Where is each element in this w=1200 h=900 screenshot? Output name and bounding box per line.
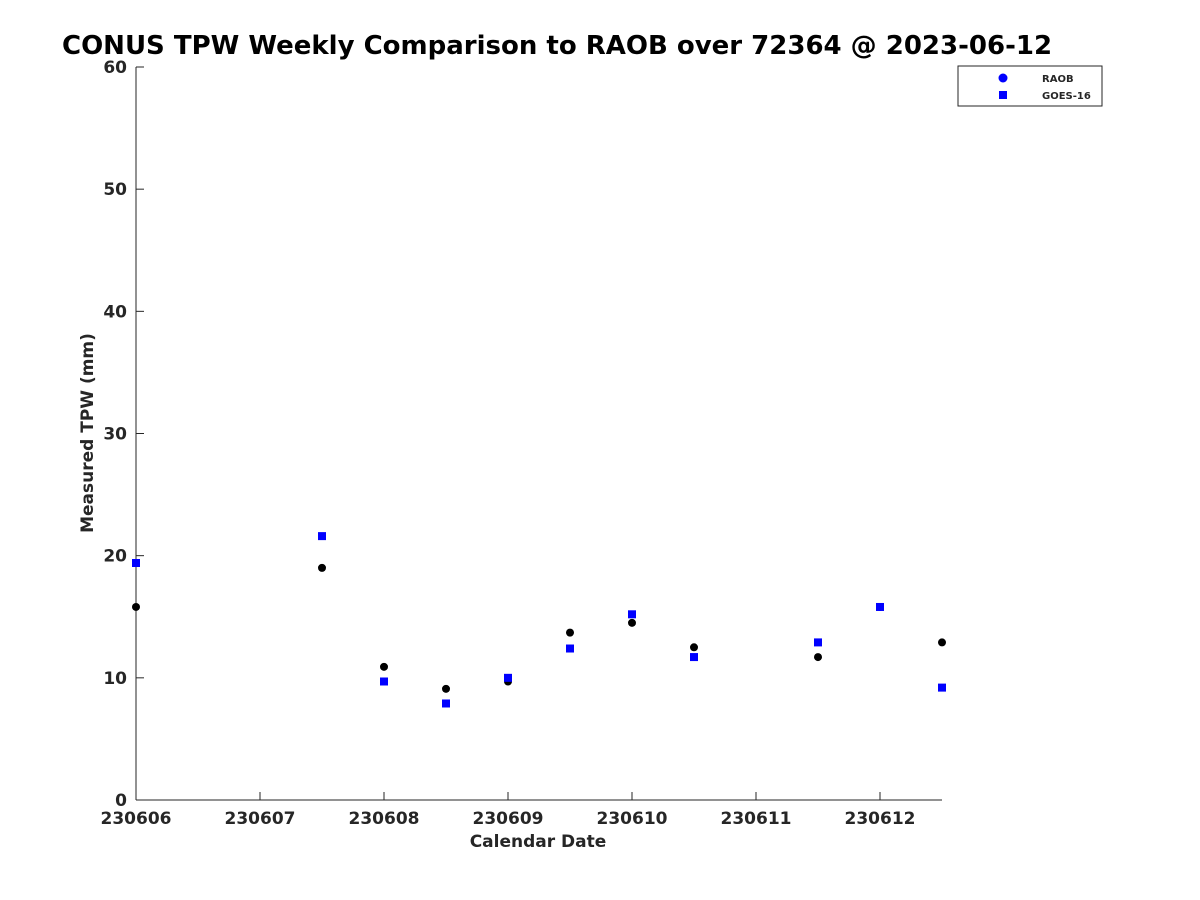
legend-marker-raob: [998, 73, 1008, 83]
legend: RAOB GOES-16: [957, 65, 1103, 107]
y-tick-label: 10: [103, 669, 127, 689]
y-tick-label: 0: [115, 791, 127, 811]
raob-point: [938, 638, 946, 647]
chart-title: CONUS TPW Weekly Comparison to RAOB over…: [62, 31, 1052, 61]
x-tick-label: 230607: [225, 809, 296, 829]
goes-16-point: [380, 677, 388, 686]
raob-point: [628, 618, 636, 627]
raob-point: [132, 602, 140, 611]
x-tick-label: 230611: [721, 809, 792, 829]
goes-16-point: [132, 558, 140, 567]
legend-label-raob: RAOB: [1042, 74, 1074, 85]
goes-16-point: [938, 683, 946, 692]
x-axis-ticks: 230606 230607 230608 230609 230610 230611 2306…: [101, 792, 916, 829]
y-axis-label: Measured TPW (mm): [78, 333, 98, 533]
legend-marker-goes-16: [999, 91, 1007, 99]
x-axis-label: Calendar Date: [470, 832, 607, 852]
raob-point: [814, 653, 822, 662]
y-axis-ticks: 0 10 20 30 40 50 60: [103, 58, 144, 811]
goes-16-point: [504, 673, 512, 682]
x-tick-label: 230610: [597, 809, 668, 829]
y-tick-label: 40: [103, 302, 127, 322]
y-tick-label: 50: [103, 180, 127, 200]
x-tick-label: 230609: [473, 809, 544, 829]
raob-point: [566, 628, 574, 637]
raob-point: [318, 563, 326, 572]
goes-16-point: [318, 532, 326, 541]
raob-point: [380, 662, 388, 671]
y-tick-label: 30: [103, 425, 127, 445]
goes-16-point: [876, 602, 884, 611]
x-tick-label: 230606: [101, 809, 172, 829]
legend-label-goes-16: GOES-16: [1042, 91, 1091, 102]
goes-16-point: [814, 638, 822, 647]
x-tick-label: 230612: [845, 809, 916, 829]
y-tick-label: 60: [103, 58, 127, 78]
goes-16-point: [442, 699, 450, 708]
goes-16-point: [628, 610, 636, 619]
y-tick-label: 20: [103, 547, 127, 567]
raob-point: [690, 643, 698, 652]
goes-16-point: [566, 644, 574, 653]
raob-point: [442, 684, 450, 693]
data-points: [132, 532, 946, 708]
legend-box: [957, 65, 1103, 107]
axes: [135, 67, 942, 801]
goes-16-point: [690, 653, 698, 662]
x-tick-label: 230608: [349, 809, 420, 829]
